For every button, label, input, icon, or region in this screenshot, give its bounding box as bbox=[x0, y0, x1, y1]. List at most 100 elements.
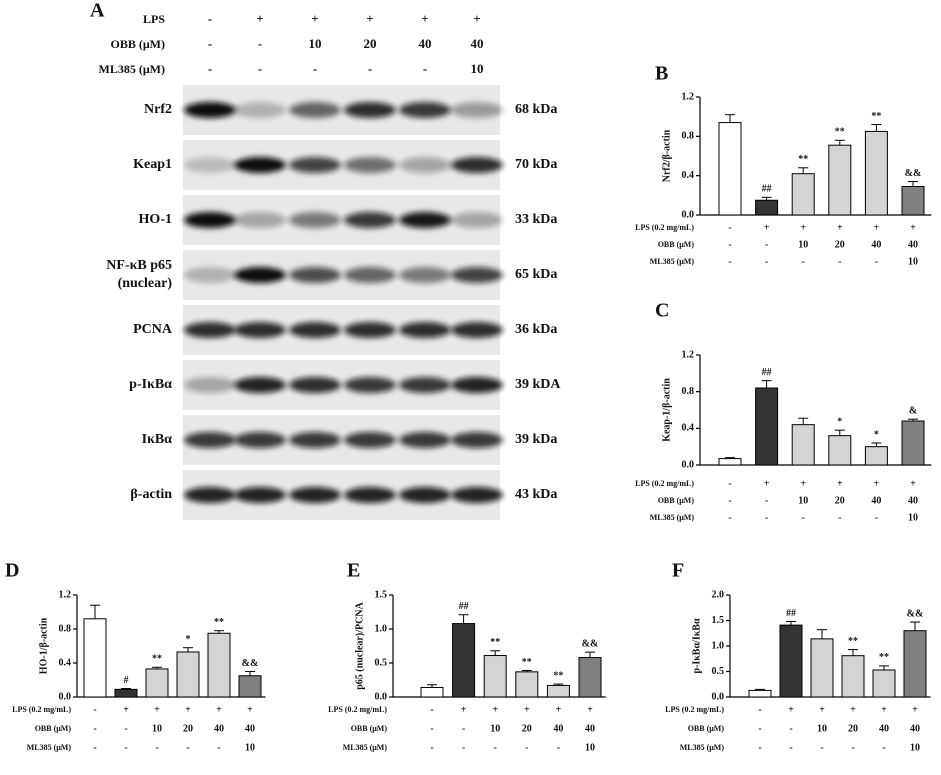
blot-band bbox=[289, 487, 341, 503]
condition-value: 40 bbox=[871, 239, 881, 250]
condition-value: - bbox=[208, 36, 212, 51]
y-tick-label: 0.8 bbox=[59, 623, 72, 634]
panel-label: E bbox=[347, 560, 360, 582]
condition-value: - bbox=[494, 742, 497, 753]
bar bbox=[901, 185, 925, 216]
condition-value: 40 bbox=[908, 239, 918, 250]
condition-value: 10 bbox=[490, 723, 500, 734]
significance: ** bbox=[871, 111, 881, 122]
band-name: β-actin bbox=[130, 487, 172, 502]
condition-value: 40 bbox=[419, 36, 432, 51]
condition-value: 10 bbox=[152, 723, 162, 734]
bar bbox=[903, 630, 927, 698]
condition-value: - bbox=[728, 478, 731, 489]
condition-value: - bbox=[728, 256, 731, 267]
condition-value: 40 bbox=[908, 495, 918, 506]
condition-value: - bbox=[258, 61, 262, 76]
significance: ** bbox=[848, 636, 858, 647]
condition-value: - bbox=[765, 495, 768, 506]
condition-value: + bbox=[874, 222, 880, 233]
condition-value: 10 bbox=[910, 742, 920, 753]
condition-value: + bbox=[764, 222, 770, 233]
condition-value: - bbox=[758, 704, 761, 715]
bar bbox=[748, 689, 772, 698]
y-axis-label: Nrf2/β-actin bbox=[661, 129, 672, 182]
blot-band bbox=[184, 212, 236, 228]
bar bbox=[828, 144, 852, 216]
condition-value: + bbox=[850, 704, 856, 715]
y-axis-label: p65 (nuclear)/PCNA bbox=[354, 601, 365, 689]
bar bbox=[718, 458, 742, 466]
condition-value: + bbox=[764, 478, 770, 489]
band-name: IκBα bbox=[142, 432, 173, 447]
condition-value: 20 bbox=[364, 36, 377, 51]
bar bbox=[864, 446, 888, 466]
y-axis-label: HO-1/β-actin bbox=[38, 617, 49, 674]
bar bbox=[779, 624, 803, 698]
band-size: 65 kDa bbox=[515, 267, 557, 282]
condition-value: - bbox=[93, 742, 96, 753]
condition-value: - bbox=[758, 723, 761, 734]
condition-value: - bbox=[462, 742, 465, 753]
condition-value: - bbox=[875, 256, 878, 267]
band-name: (nuclear) bbox=[118, 276, 173, 291]
condition-value: + bbox=[185, 704, 191, 715]
blot-band bbox=[289, 432, 341, 448]
condition-value: - bbox=[765, 512, 768, 523]
band-size: 33 kDa bbox=[515, 212, 557, 227]
y-tick-label: 0.0 bbox=[59, 691, 72, 702]
blot-band bbox=[451, 157, 503, 173]
significance: ## bbox=[762, 184, 772, 195]
significance: && bbox=[582, 638, 599, 649]
bar bbox=[810, 638, 834, 698]
significance: * bbox=[874, 429, 879, 440]
condition-value: 40 bbox=[214, 723, 224, 734]
blot-band bbox=[234, 322, 286, 338]
condition-value: - bbox=[802, 512, 805, 523]
condition-value: - bbox=[728, 239, 731, 250]
blot-band bbox=[399, 377, 451, 393]
band-size: 36 kDa bbox=[515, 322, 557, 337]
blot-band bbox=[399, 487, 451, 503]
condition-value: 10 bbox=[817, 723, 827, 734]
panel-label: F bbox=[672, 560, 684, 582]
blot-band bbox=[399, 212, 451, 228]
condition-value: 40 bbox=[553, 723, 563, 734]
bar bbox=[483, 655, 507, 698]
condition-value: 10 bbox=[245, 742, 255, 753]
significance: && bbox=[907, 608, 924, 619]
y-tick-label: 0.8 bbox=[682, 131, 695, 142]
condition-value: - bbox=[208, 11, 212, 26]
condition-label: LPS (0.2 mg/mL) bbox=[665, 705, 724, 714]
panel-label: D bbox=[5, 560, 19, 582]
y-tick-label: 1.5 bbox=[375, 589, 388, 600]
condition-value: 10 bbox=[908, 512, 918, 523]
condition-value: + bbox=[421, 11, 428, 26]
bar bbox=[841, 655, 865, 698]
blot-band bbox=[184, 377, 236, 393]
blot-band bbox=[451, 432, 503, 448]
blot-band bbox=[344, 432, 396, 448]
significance: && bbox=[242, 658, 259, 669]
blot-band bbox=[451, 212, 503, 228]
blot-band bbox=[399, 322, 451, 338]
band-name: Keap1 bbox=[133, 157, 172, 172]
condition-value: + bbox=[874, 478, 880, 489]
y-tick-label: 2.0 bbox=[712, 589, 725, 600]
bar bbox=[83, 618, 107, 698]
blot-band bbox=[344, 377, 396, 393]
condition-value: + bbox=[461, 704, 467, 715]
bar bbox=[452, 623, 476, 698]
condition-value: + bbox=[837, 478, 843, 489]
condition-value: + bbox=[910, 222, 916, 233]
bar bbox=[145, 668, 169, 698]
condition-value: - bbox=[155, 742, 158, 753]
condition-value: - bbox=[838, 256, 841, 267]
panel-label: A bbox=[90, 0, 105, 22]
band-name: HO-1 bbox=[139, 212, 172, 227]
blot-band bbox=[344, 212, 396, 228]
condition-value: 10 bbox=[585, 742, 595, 753]
condition-label: OBB (μM) bbox=[111, 37, 165, 51]
condition-value: - bbox=[789, 723, 792, 734]
band-size: 39 kDA bbox=[515, 377, 561, 392]
